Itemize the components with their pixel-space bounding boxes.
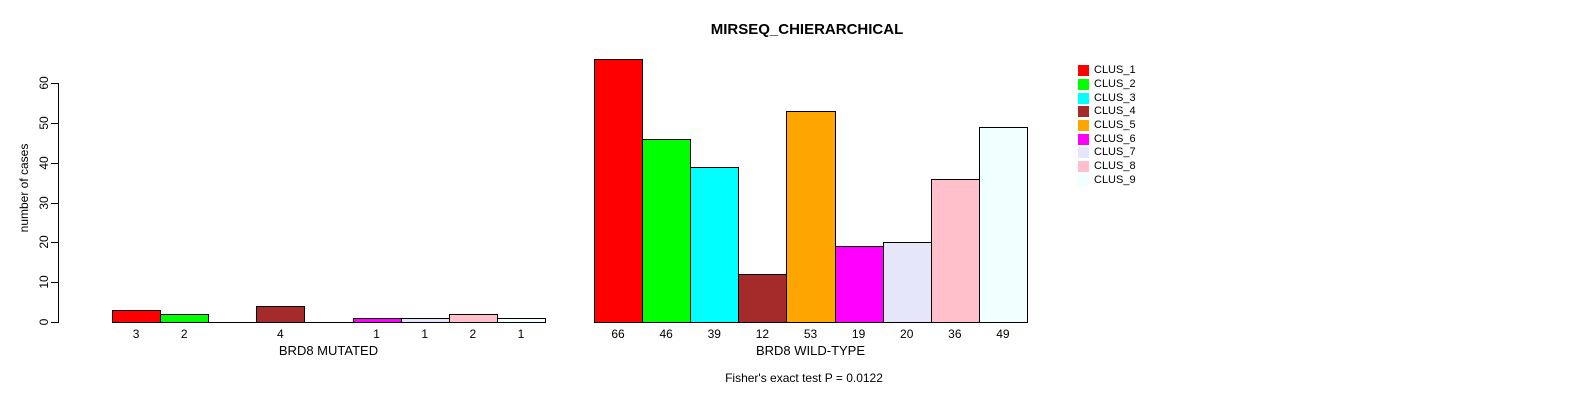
legend-swatch xyxy=(1078,160,1089,172)
legend-label: CLUS_1 xyxy=(1094,64,1136,77)
bar-clus-3-brd8-wild-type xyxy=(690,167,740,323)
bar-clus-1-brd8-mutated xyxy=(112,310,162,323)
bar-value-label: 4 xyxy=(277,327,284,341)
legend-item-clus-7: CLUS_7 xyxy=(1078,146,1136,160)
legend-label: CLUS_4 xyxy=(1094,105,1136,118)
y-axis-tick-label: 50 xyxy=(37,116,51,130)
bar-value-label: 1 xyxy=(373,327,380,341)
bar-clus-1-brd8-wild-type xyxy=(594,59,644,323)
legend-label: CLUS_5 xyxy=(1094,118,1136,131)
y-axis-tick-label: 20 xyxy=(37,235,51,249)
legend-item-clus-2: CLUS_2 xyxy=(1078,78,1136,92)
y-axis-line xyxy=(58,83,59,323)
y-axis-tick-label: 60 xyxy=(37,76,51,90)
legend-item-clus-1: CLUS_1 xyxy=(1078,64,1136,78)
bar-value-label: 2 xyxy=(469,327,477,341)
legend-label: CLUS_6 xyxy=(1094,132,1136,145)
bar-group-brd8-mutated: 3 2 4 1 1 2 1 xyxy=(112,0,546,400)
y-axis-tick xyxy=(51,242,58,243)
bar-clus-8-brd8-wild-type xyxy=(930,179,980,323)
bar-clus-4-brd8-mutated xyxy=(256,306,306,323)
y-axis-tick xyxy=(51,123,58,124)
chart-title: MIRSEQ_CHIERARCHICAL xyxy=(710,21,904,38)
x-axis-baseline xyxy=(112,322,545,323)
y-axis-tick xyxy=(51,322,58,323)
y-axis-tick-label: 30 xyxy=(37,196,51,210)
y-axis-tick xyxy=(51,203,58,204)
legend-label: CLUS_7 xyxy=(1094,146,1136,159)
y-axis-tick-label: 10 xyxy=(37,275,51,289)
bar-clus-4-brd8-wild-type xyxy=(738,274,788,323)
bar-value-label: 66 xyxy=(611,327,625,341)
legend-swatch xyxy=(1078,92,1089,104)
bar-value-label: 3 xyxy=(132,327,140,341)
bar-value-label: 46 xyxy=(659,327,673,341)
bar-value-label: 19 xyxy=(851,327,866,341)
bar-clus-7-brd8-wild-type xyxy=(882,242,932,323)
legend-swatch xyxy=(1078,133,1089,145)
bar-value-label: 49 xyxy=(996,327,1010,341)
bar-clus-2-brd8-mutated xyxy=(160,314,210,323)
y-axis-tick xyxy=(51,83,58,84)
bar-value-label: 39 xyxy=(707,327,721,341)
legend-swatch xyxy=(1078,106,1089,118)
legend-item-clus-5: CLUS_5 xyxy=(1078,119,1136,133)
bar-value-label: 1 xyxy=(517,327,525,341)
bar-clus-9-brd8-mutated xyxy=(496,318,546,323)
legend-swatch xyxy=(1078,174,1089,186)
y-axis-tick-label: 40 xyxy=(37,156,51,170)
bar-value-label: 36 xyxy=(948,327,962,341)
y-axis-tick-label: 0 xyxy=(37,318,51,326)
y-axis-tick xyxy=(51,282,58,283)
legend-label: CLUS_2 xyxy=(1094,77,1136,90)
group-label-brd8-mutated: BRD8 MUTATED xyxy=(278,343,379,358)
legend-label: CLUS_8 xyxy=(1094,159,1136,172)
legend-item-clus-4: CLUS_4 xyxy=(1078,105,1136,119)
legend-item-clus-6: CLUS_6 xyxy=(1078,132,1136,146)
legend-swatch xyxy=(1078,78,1089,90)
legend-swatch xyxy=(1078,147,1089,159)
legend-item-clus-8: CLUS_8 xyxy=(1078,160,1136,174)
bar-clus-7-brd8-mutated xyxy=(400,318,450,323)
bar-value-label: 20 xyxy=(900,327,914,341)
bar-clus-6-brd8-mutated xyxy=(352,318,402,323)
bar-value-label: 53 xyxy=(803,327,818,341)
legend-item-clus-9: CLUS_9 xyxy=(1078,173,1136,187)
group-label-brd8-wild-type: BRD8 WILD-TYPE xyxy=(755,343,866,358)
fisher-test-note: Fisher's exact test P = 0.0122 xyxy=(725,371,883,385)
bar-value-label: 2 xyxy=(180,327,188,341)
legend-label: CLUS_3 xyxy=(1094,91,1136,104)
bar-value-label: 12 xyxy=(755,327,770,341)
bar-clus-5-brd8-wild-type xyxy=(786,111,836,323)
bar-group-brd8-wild-type: 66 46 39 12 53 19 20 36 49 xyxy=(594,0,1028,400)
bar-clus-6-brd8-wild-type xyxy=(834,246,884,323)
bar-value-label: 1 xyxy=(421,327,429,341)
legend-item-clus-3: CLUS_3 xyxy=(1078,91,1136,105)
bar-clus-8-brd8-mutated xyxy=(448,314,498,323)
bar-clus-9-brd8-wild-type xyxy=(978,127,1028,323)
y-axis-tick xyxy=(51,163,58,164)
legend-label: CLUS_9 xyxy=(1094,173,1136,186)
legend: CLUS_1 CLUS_2 CLUS_3 CLUS_4 CLUS_5 CLUS_6 CLUS… xyxy=(1078,64,1136,187)
y-axis-title: number of cases xyxy=(17,143,31,233)
legend-swatch xyxy=(1078,65,1089,77)
bar-clus-2-brd8-wild-type xyxy=(642,139,692,323)
legend-swatch xyxy=(1078,119,1089,131)
